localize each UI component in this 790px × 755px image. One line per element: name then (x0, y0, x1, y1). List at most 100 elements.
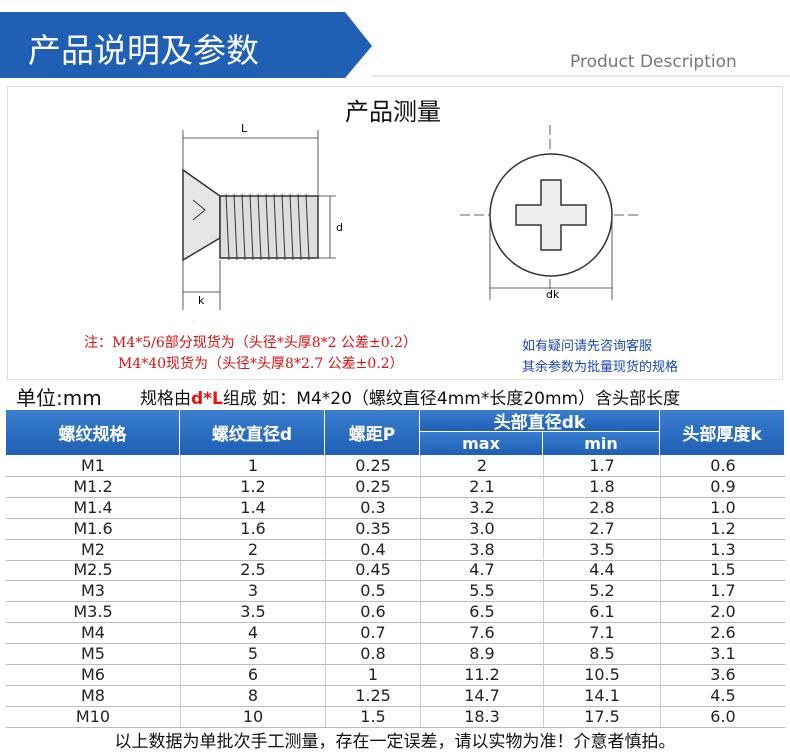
table-cell: 0.6 (660, 455, 785, 476)
table-cell: 1.6 (180, 517, 325, 539)
table-cell: 0.9 (660, 475, 785, 497)
page-title: 产品说明及参数 (28, 31, 259, 70)
table-cell: M1.2 (73, 476, 113, 496)
row-line (6, 664, 785, 665)
table-cell: 1.5 (325, 705, 420, 727)
spec-line: 规格由d*L组成 如：M4*20（螺纹直径4mm*长度20mm）含头部长度 (140, 384, 680, 409)
table-cell: 8.5 (543, 643, 660, 664)
table-cell: 3.0 (420, 517, 543, 539)
table-cell: 1.7 (660, 580, 785, 602)
table-cell: 3 (180, 580, 325, 602)
table-cell: 2.1 (420, 475, 543, 497)
table-cell: 2.5 (180, 559, 325, 581)
table-cell: M2 (81, 539, 105, 559)
row-line (6, 580, 785, 582)
spec-prefix: 规格由 (140, 389, 191, 409)
table-subheader: min (543, 432, 660, 455)
table-cell: 0.8 (325, 643, 420, 664)
table-cell: 1.5 (660, 559, 785, 581)
row-line (6, 643, 785, 645)
table-cell: 1.2 (660, 517, 785, 539)
table-cell: 6.5 (420, 601, 543, 623)
banner-shape (0, 12, 372, 78)
table-cell: 6.1 (543, 601, 660, 623)
table-cell: 0.3 (325, 496, 420, 518)
table-cell: 0.5 (325, 580, 420, 602)
table-cell: 4 (180, 622, 325, 644)
table-cell: 2.7 (543, 517, 660, 539)
table-cell: 4.5 (660, 684, 785, 706)
table-cell: 14.1 (543, 684, 660, 706)
table-cell: 3.5 (180, 601, 325, 623)
row-line (6, 538, 785, 540)
banner (0, 12, 790, 78)
table-cell: 0.25 (325, 455, 420, 476)
table-cell: 2.0 (660, 601, 785, 623)
note-red: M4*40现货为（头径*头厚8*2.7 公差±0.2） (118, 356, 404, 372)
table-cell: M3 (81, 581, 105, 601)
table-cell: M10 (75, 706, 111, 726)
table-header: 头部厚度k (660, 410, 785, 455)
note-blue: 如有疑问请先咨询客服 (522, 339, 653, 354)
table-cell: 7.6 (420, 622, 543, 644)
page-subtitle: Product Description (570, 52, 737, 72)
table-cell: M1.6 (73, 518, 113, 538)
table-cell: 8.9 (420, 643, 543, 664)
table-cell: 1.4 (180, 496, 325, 518)
table-cell: 2.6 (660, 622, 785, 644)
table-cell: 1 (180, 455, 325, 476)
table-cell: 2.8 (543, 496, 660, 518)
table-cell: 0.35 (325, 517, 420, 539)
row-line (6, 601, 785, 603)
table-cell: 0.6 (325, 601, 420, 623)
table-cell: 14.7 (420, 684, 543, 706)
table-cell: 2 (420, 455, 543, 476)
table-cell: 6.0 (660, 705, 785, 727)
row-line (6, 559, 785, 561)
table-cell: 1.0 (660, 496, 785, 518)
diagram-box (7, 86, 783, 380)
table-header: 螺距P (325, 410, 420, 455)
table-cell: 6 (180, 664, 325, 685)
table-cell: 4.4 (543, 559, 660, 581)
label-head-thickness: k (198, 294, 205, 307)
label-head-diameter: dk (546, 288, 560, 301)
table-cell: 17.5 (543, 705, 660, 727)
table-cell: 0.7 (325, 622, 420, 644)
table-cell: M3.5 (73, 602, 113, 622)
table-cell: 7.1 (543, 622, 660, 644)
screw-drawing (182, 125, 640, 310)
row-line (6, 705, 785, 707)
table-cell: 5.2 (543, 580, 660, 602)
table-cell: 3.2 (420, 496, 543, 518)
table-cell: M8 (81, 685, 105, 705)
table-cell: 3.5 (543, 538, 660, 560)
table-cell: 3.1 (660, 643, 785, 664)
label-diameter: d (336, 221, 343, 234)
table-cell: 1 (325, 664, 420, 685)
table-cell: 1.7 (543, 455, 660, 476)
unit-label: 单位:mm (16, 386, 102, 410)
table-cell: 1.2 (180, 475, 325, 497)
table-cell: 11.2 (420, 664, 543, 685)
table-cell: 4.7 (420, 559, 543, 581)
table-cell: 3.6 (660, 664, 785, 685)
row-line (6, 622, 785, 624)
table-cell: 0.25 (325, 475, 420, 497)
spec-highlight: d*L (191, 389, 223, 409)
row-line (6, 517, 785, 519)
table-cell: 10.5 (543, 664, 660, 685)
table-header: 螺纹直径d (180, 410, 325, 455)
row-line (6, 684, 785, 686)
table-cell: 10 (180, 705, 325, 727)
table-cell: M1 (81, 455, 105, 475)
table-cell: 8 (180, 684, 325, 706)
table-cell: 5.5 (420, 580, 543, 602)
row-line (6, 475, 785, 477)
table-cell: 18.3 (420, 705, 543, 727)
table-cell: M1.4 (73, 497, 113, 517)
table-cell: 1.3 (660, 538, 785, 560)
row-line (6, 496, 785, 498)
table-header: 头部直径dk (420, 410, 660, 433)
table-cell: M5 (81, 644, 105, 664)
